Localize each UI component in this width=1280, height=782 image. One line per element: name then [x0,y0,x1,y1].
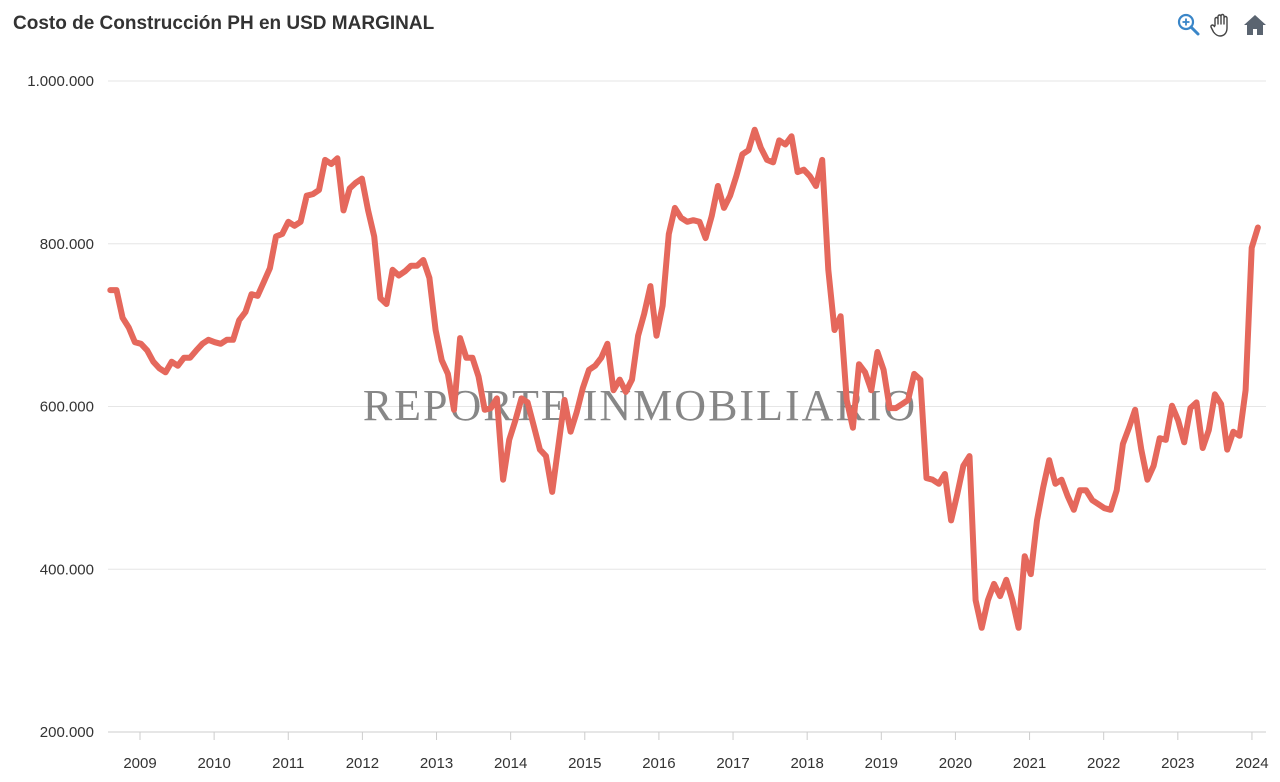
x-tick-label: 2022 [1087,755,1120,772]
x-tick-label: 2017 [716,755,749,772]
x-tick-label: 2018 [790,755,823,772]
pan-hand-icon[interactable] [1208,12,1234,38]
watermark: REPORTE INMOBILIARIO [363,381,917,430]
x-tick-label: 2014 [494,755,527,772]
x-tick-label: 2023 [1161,755,1194,772]
x-tick-label: 2009 [123,755,156,772]
y-tick-label: 600.000 [40,399,94,416]
y-tick-label: 1.000.000 [27,73,94,90]
x-tick-label: 2013 [420,755,453,772]
x-tick-label: 2012 [346,755,379,772]
x-tick-label: 2010 [197,755,230,772]
series-line [107,126,1261,631]
chart-title: Costo de Construcción PH en USD MARGINAL [13,13,435,34]
zoom-in-icon[interactable] [1176,12,1202,38]
x-tick-label: 2020 [939,755,972,772]
y-tick-label: 800.000 [40,236,94,253]
x-tick-label: 2015 [568,755,601,772]
y-tick-label: 400.000 [40,561,94,578]
home-icon[interactable] [1242,12,1268,38]
x-tick-label: 2019 [865,755,898,772]
x-tick-label: 2011 [272,755,304,772]
x-tick-label: 2024 [1235,755,1268,772]
x-tick-label: 2016 [642,755,675,772]
x-tick-label: 2021 [1013,755,1046,772]
y-tick-label: 200.000 [40,724,94,741]
